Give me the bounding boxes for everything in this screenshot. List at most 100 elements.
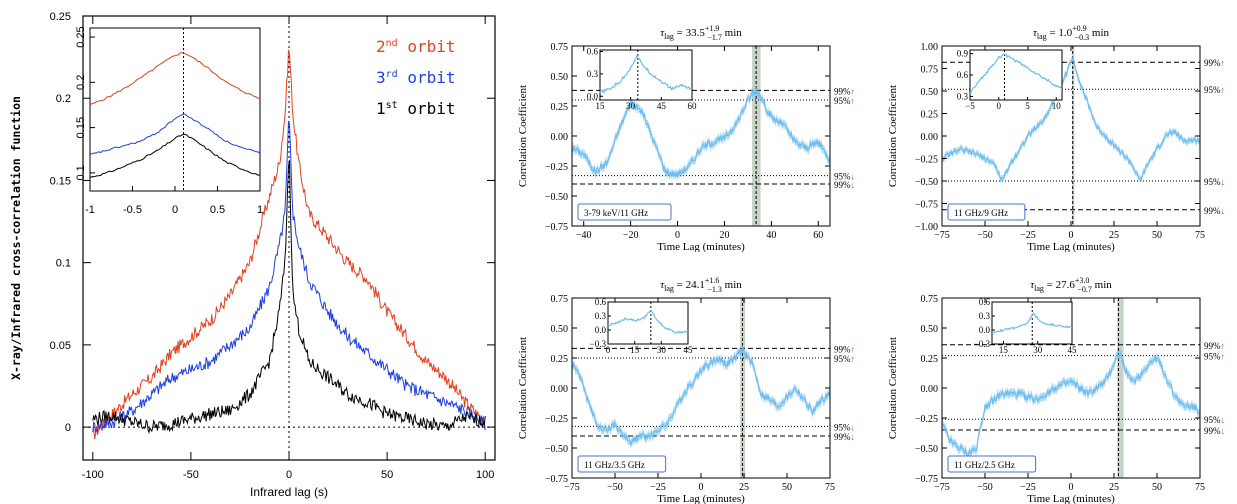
band-label: 11 GHz/2.5 GHz [954,460,1015,470]
panel-ytick-label: −0.50 [915,177,938,188]
band-label-box [577,203,672,221]
main-ytick-label: 0.2 [56,93,71,105]
significance-label: 99%↑ [834,86,855,96]
chart-panel-a: τlag = 33.5+1.9 −1.7 min 99%↑ 95%↑ 95%↓ 99%↓ −… [500,20,860,252]
significance-percent: 95% [1204,85,1221,95]
panel-b-svg: τlag = 1.0+0.9 −0.3 min99%↑95%↑95%↓99%↓−7… [887,24,1226,252]
panel-ytick-label: 0.50 [921,87,939,98]
panel-ytick-label: −0.75 [545,222,568,233]
panel-title-part: −1.3 [707,285,722,294]
panel-title-part: = 1.0 [1047,27,1073,39]
panel-inset-ytick-label: 0.6 [957,70,969,80]
panel-inset-ytick-label: 0.3 [979,311,991,321]
panel-title-part: lag [664,284,674,293]
main-xtick-label: -50 [183,469,199,481]
band-label: 3-79 keV/11 GHz [584,208,648,218]
panel-xtick-label: 0 [1069,230,1074,241]
significance-arrow: ↓ [851,422,856,432]
panel-title-part: τ [660,279,665,291]
panel-inset-ytick-label: −0.3 [974,339,991,349]
significance-percent: 99% [834,180,851,190]
main-ytick-label: 0.15 [50,175,71,187]
panel-xtick-label: −20 [623,230,639,241]
main-xlabel: Infrared lag (s) [250,485,328,499]
panel-xtick-label: 0 [1069,482,1074,493]
panel-ylabel: Correlation Coefficient [887,85,899,187]
panel-inset-xtick-label: 0 [606,345,611,355]
significance-arrow: ↑ [1221,85,1226,95]
panel-inset-ytick-label: 0.3 [957,91,969,101]
panel-ytick-label: 0.75 [551,294,569,305]
panel-xlabel: Time Lag (minutes) [1027,241,1115,252]
panel-inset-ytick-label: 0.0 [587,91,599,101]
panel-ytick-label: 0.25 [551,354,569,365]
panel-xtick-label: 25 [1109,482,1119,493]
panel-title: τlag = 1.0+0.9 −0.3 min [1033,24,1110,42]
panel-title-part: = 33.5 [674,27,705,39]
significance-percent: 99% [834,86,851,96]
panel-ytick-label: −0.25 [545,414,568,425]
panel-inset-line [991,312,1073,334]
panel-title: τlag = 33.5+1.9 −1.7 min [660,24,742,42]
ccf-line [571,89,831,178]
panel-title-part: τ [660,27,665,39]
significance-arrow: ↓ [851,432,856,442]
panel-inset-frame [599,49,693,101]
panel-inset-xtick-label: −5 [965,101,975,111]
significance-arrow: ↓ [1221,426,1226,436]
significance-label: 95%↓ [1204,415,1225,425]
legend-suffix: nd [386,38,398,49]
panel-inset-ytick-label: 0.3 [587,69,599,79]
panel-inset-xtick-label: 30 [1033,345,1043,355]
inset-ytick-label: 0.2 [75,75,87,90]
main-xtick-label: 50 [381,469,393,481]
ccf-line [571,348,831,447]
panel-title-part: min [722,27,742,39]
significance-percent: 95% [1204,415,1221,425]
inset-xtick-label: -1 [85,204,95,216]
panel-title-part: −0.7 [1077,285,1092,294]
panel-title-part: = 27.6 [1044,279,1075,291]
band-label: 11 GHz/3.5 GHz [584,460,645,470]
panel-title: τlag = 24.1+1.6 −1.3 min [660,276,742,294]
legend-text: orbit [398,99,456,118]
chart-panel-c: τlag = 24.1+1.6 −1.3 min 99%↑ 95%↑ 95%↓ 99%↓ −… [500,272,860,504]
panel-inset-frame [607,301,689,345]
panel-ytick-label: −0.25 [915,155,938,166]
panel-inset-ytick-label: 0.3 [595,311,607,321]
panel-xtick-label: 25 [739,482,749,493]
panel-inset-ytick-label: 0.6 [595,297,607,307]
significance-arrow: ↑ [851,344,856,354]
panel-ytick-label: 0.25 [551,102,569,113]
significance-percent: 99% [1204,206,1221,216]
panel-xtick-label: −75 [934,230,950,241]
significance-label: 95%↓ [834,172,855,182]
panel-inset-ytick-label: 0.0 [595,325,607,335]
panel-ytick-label: 0.25 [921,354,939,365]
panel-ytick-label: 0.75 [551,42,569,53]
significance-percent: 99% [834,344,851,354]
panel-ytick-label: −0.75 [915,200,938,211]
panel-xtick-label: −25 [1020,482,1036,493]
band-label-box [577,455,667,473]
panel-xtick-label: −25 [1020,230,1036,241]
panel-inset-ytick-label: 0.6 [979,297,991,307]
panel-title-part: min [1092,279,1112,291]
significance-arrow: ↓ [1221,206,1226,216]
inset-xtick-label: 0 [172,204,178,216]
inset-series-line [89,113,261,155]
main-xtick-label: 0 [286,469,292,481]
panel-inset-ytick-label: 0.0 [979,325,991,335]
main-ytick-label: 0.05 [50,340,71,352]
panel-ytick-label: −1.00 [915,222,938,233]
inset-ytick-label: 0.15 [75,117,87,138]
chart-panel-d: τlag = 27.6+3.0 −0.7 min 99%↑ 95%↑ 95%↓ 99%↓ −… [870,272,1237,504]
ccf-line [941,55,1201,183]
significance-arrow: ↓ [1221,177,1226,187]
panel-title-part: −1.7 [707,33,722,42]
panel-title-part: +1.9 [705,24,720,33]
main-ytick-label: 0.25 [50,11,71,23]
panel-ytick-label: −0.25 [915,414,938,425]
significance-label: 95%↑ [1204,352,1225,362]
significance-percent: 95% [834,172,851,182]
